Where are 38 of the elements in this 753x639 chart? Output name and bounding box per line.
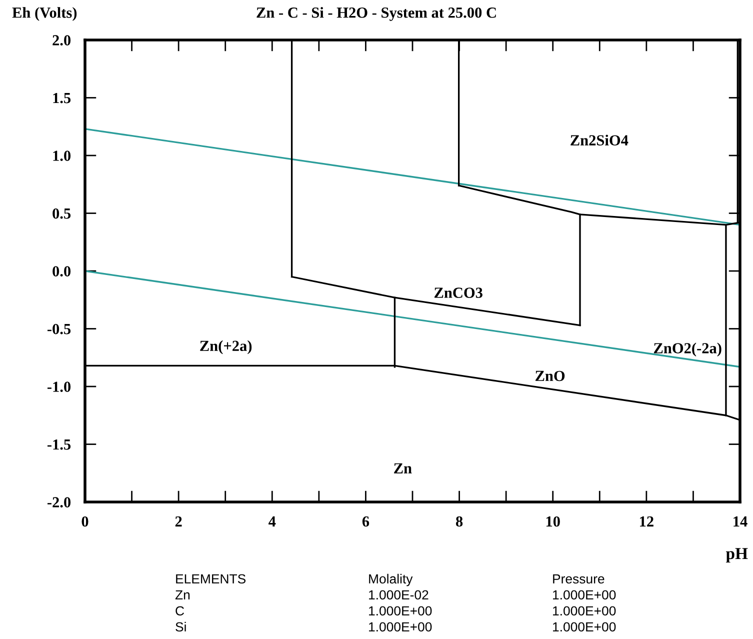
x-tick-label: 0 <box>82 516 88 527</box>
y-tick-label: 1.0 <box>53 150 71 162</box>
x-axis-title: pH <box>726 548 748 563</box>
x-tick-label: 2 <box>175 516 182 526</box>
text: ELEMENTS <box>176 574 246 584</box>
annotation: Zn(+2a) <box>200 340 252 354</box>
text: Si <box>176 622 186 632</box>
annotation: ZnO <box>535 370 565 382</box>
x-tick-label: 8 <box>456 516 463 527</box>
x-tick-label: 12 <box>640 516 654 526</box>
text: Molality <box>369 574 413 586</box>
y-tick-label: -1.5 <box>47 439 71 450</box>
x-tick-label: 14 <box>734 516 748 526</box>
y-tick-label: 0.5 <box>52 208 71 219</box>
text: 1.000E+00 <box>553 622 616 632</box>
chart-title: Zn - C - Si - H2O - System at 25.00 C <box>256 7 496 21</box>
y-tick-label: 1.5 <box>53 92 71 104</box>
annotation: ZnO2(-2a) <box>654 342 722 356</box>
y-tick-label: -0.5 <box>47 324 71 334</box>
text: 1.000E+00 <box>553 606 616 616</box>
y-tick-label: -2.0 <box>47 497 71 508</box>
x-tick-label: 10 <box>546 516 560 527</box>
text: 1.000E-02 <box>369 590 428 600</box>
annotation: ZnCO3 <box>434 288 482 298</box>
y-tick-label: 2.0 <box>52 35 71 46</box>
text: 1.000E+00 <box>553 590 616 600</box>
annotation: Zn2SiO4 <box>570 134 628 146</box>
text: Pressure <box>553 574 604 584</box>
text: 1.000E+00 <box>369 606 432 616</box>
x-tick-label: 6 <box>362 516 370 527</box>
y-axis-title: Eh (Volts) <box>12 7 77 21</box>
y-tick-label: 0.0 <box>52 266 71 277</box>
text: Zn <box>175 590 190 600</box>
x-tick-label: 4 <box>268 516 276 526</box>
text: 1.000E+00 <box>369 622 432 632</box>
annotation: Zn <box>394 463 412 474</box>
y-tick-label: -1.0 <box>47 382 71 392</box>
text: C <box>176 606 184 616</box>
